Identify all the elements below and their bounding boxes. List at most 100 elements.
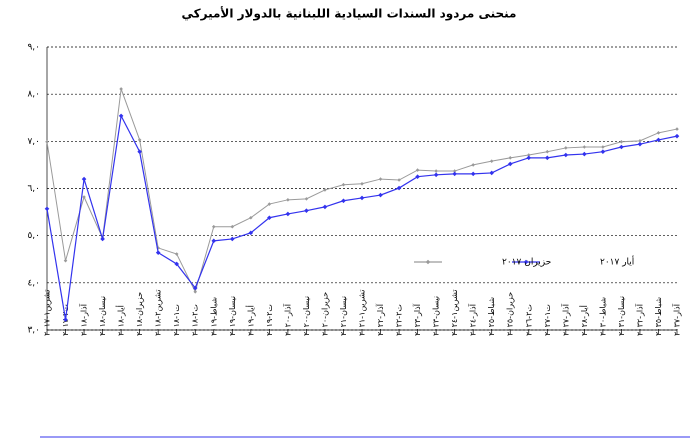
point	[63, 317, 68, 322]
point	[434, 169, 438, 173]
y-tick-label: ٨,٠	[27, 90, 40, 100]
x-tick-label: تشرين٢-٢٠١٨	[154, 290, 163, 336]
point	[545, 149, 550, 154]
point	[322, 204, 328, 210]
point	[656, 131, 661, 135]
x-tick-label: ت٢-٢٠١٨	[191, 304, 200, 336]
point	[601, 145, 605, 149]
point	[304, 208, 309, 213]
y-tick-label: ٦,٠	[27, 184, 40, 194]
point	[359, 195, 365, 201]
x-tick-label: نيسان-٢٠١٩	[228, 296, 237, 336]
point	[675, 127, 679, 131]
point	[619, 144, 624, 150]
x-tick-label: شباط-٢٠١٩	[209, 297, 218, 336]
point	[544, 155, 550, 161]
x-tick-label: تشرين١-٢٠٢١	[358, 290, 367, 336]
point	[137, 138, 142, 142]
x-tick-label: تشرين١-٢٠١٧	[43, 290, 52, 336]
point	[341, 198, 346, 204]
x-tick-label: نيسان-٢٠٢٣	[432, 296, 441, 336]
x-tick-label: نيسان-٢٠١٨	[98, 296, 107, 336]
point	[360, 181, 364, 186]
point	[378, 177, 383, 181]
legend-label: أيار ٢٠١٧	[600, 256, 634, 268]
x-tick-label: تشرين١-٢٠٢٤	[450, 290, 459, 336]
point	[452, 169, 457, 173]
point	[489, 159, 494, 163]
y-tick-label: ٧,٠	[27, 137, 40, 147]
x-tick-label: حزيران-٢٠١٨	[135, 292, 144, 336]
chart-title: منحنى مردود السندات السيادية اللبنانية ب…	[182, 6, 517, 22]
point	[656, 137, 661, 143]
point	[433, 172, 439, 178]
x-tick-label: آذار-٢٠٢٣	[412, 303, 422, 336]
point	[230, 224, 235, 229]
y-tick-label: ٣,٠	[27, 326, 40, 336]
y-tick-label: ٤,٠	[27, 278, 40, 288]
x-tick-label: ت١-٢٠١٨	[172, 304, 181, 336]
point	[452, 171, 457, 177]
y-tick-label: ٥,٠	[27, 231, 40, 241]
point	[211, 238, 217, 244]
point	[304, 197, 309, 201]
point	[637, 141, 643, 147]
series-line	[46, 88, 678, 294]
point	[563, 152, 569, 158]
x-tick-label: آذار-٢٠٢٧	[560, 303, 570, 336]
point	[156, 246, 160, 250]
point	[119, 87, 123, 91]
point	[526, 155, 532, 161]
point	[526, 153, 531, 157]
x-tick-label: أيار-٢٠٢٨	[579, 305, 589, 336]
legend-marker	[425, 259, 431, 265]
x-tick-label: آذار-٢٠٣٧	[672, 303, 682, 336]
x-tick-label: آذار-٢٠١٨	[79, 303, 89, 336]
series-line	[46, 113, 678, 320]
x-tick-label: نيسان-٢٠٢٠	[302, 296, 311, 336]
point	[286, 198, 290, 202]
x-tick-label: شباط-٢٠٣٥	[654, 297, 663, 336]
point	[211, 224, 216, 229]
x-tick-label: ت٢-٢٠٢٦	[524, 304, 533, 336]
point	[81, 176, 87, 182]
point	[470, 171, 476, 177]
point	[100, 236, 105, 242]
point	[174, 252, 179, 256]
point	[674, 133, 680, 139]
point	[600, 149, 606, 155]
x-tick-label: آذار-٢٠٢٢	[375, 303, 385, 336]
x-tick-label: حزيران-٢٠٢٠	[320, 292, 329, 336]
x-tick-label: شباط-٢٠٢٥	[487, 297, 496, 336]
point	[267, 215, 272, 221]
point	[582, 151, 587, 157]
point	[193, 289, 198, 294]
x-tick-label: أيار-٢٠١٨	[116, 305, 126, 336]
point	[118, 113, 124, 119]
point	[45, 140, 49, 144]
point	[341, 182, 346, 187]
point	[229, 236, 235, 242]
x-tick-label: ت١-٢٠٢٧	[543, 304, 552, 336]
point	[155, 250, 161, 255]
point	[137, 149, 142, 155]
point	[192, 285, 198, 291]
x-tick-label: نيسان-٢٠٢١	[339, 296, 348, 336]
point	[397, 178, 401, 182]
point	[508, 156, 513, 160]
point	[82, 195, 86, 199]
y-tick-label: ٩,٠	[27, 43, 40, 53]
point	[323, 188, 327, 192]
point	[285, 211, 291, 217]
point	[249, 215, 253, 220]
x-tick-label: آذار-٢٠٣٢	[634, 303, 644, 336]
x-tick-label: حزيران-٢٠٢٥	[506, 292, 515, 336]
x-tick-label: نيسان-٢٠٣١	[617, 296, 626, 336]
point	[174, 261, 180, 267]
x-tick-label: ت٢-٢٠١٩	[265, 304, 274, 336]
point	[63, 258, 68, 263]
point	[564, 146, 568, 150]
point	[378, 192, 383, 198]
point	[582, 145, 587, 149]
